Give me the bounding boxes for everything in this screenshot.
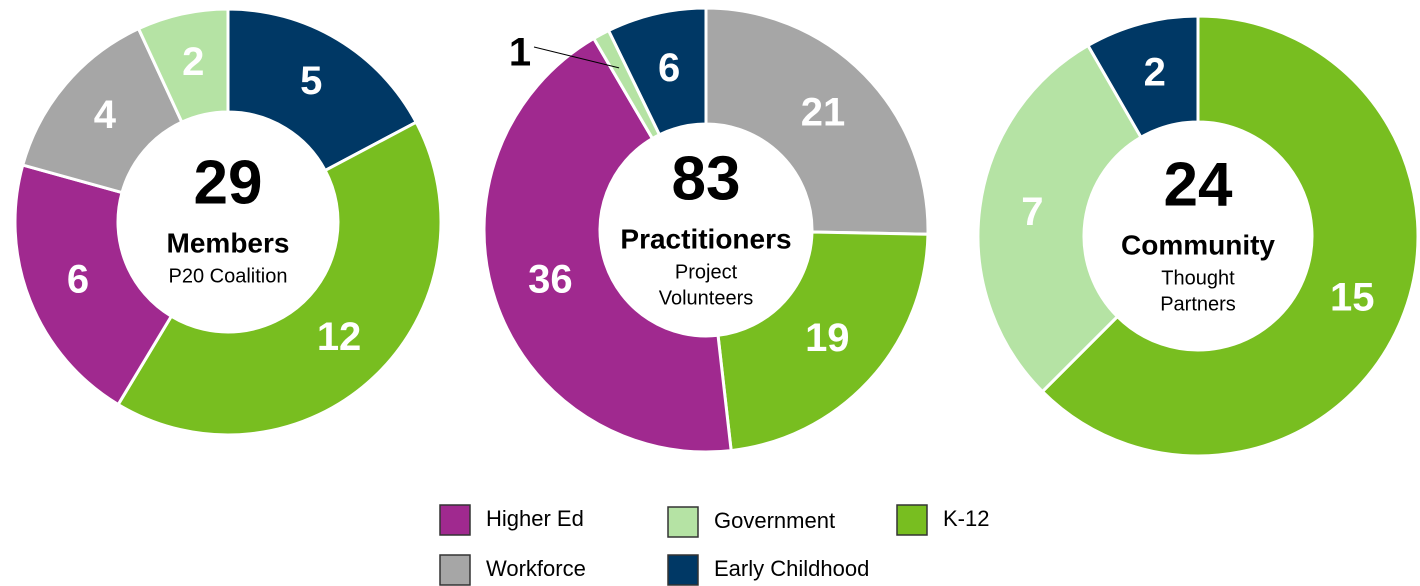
legend-swatch	[439, 504, 471, 536]
donut-slice	[716, 230, 930, 453]
center-subtitle: Project	[675, 261, 738, 283]
legend-label: Higher Ed	[486, 506, 584, 531]
center-subtitle: Thought	[1161, 267, 1235, 289]
donut-slice	[606, 6, 708, 137]
donut-slice	[20, 26, 184, 195]
donut-slice	[976, 43, 1144, 394]
legend-label: Workforce	[486, 556, 586, 581]
legend-label: Government	[714, 508, 835, 533]
leader-line	[533, 46, 620, 69]
legend-label: K-12	[943, 506, 989, 531]
donut-slice	[116, 120, 443, 437]
center-title: Community	[1121, 229, 1275, 260]
donut-slice	[226, 7, 419, 173]
slice-label: 5	[300, 59, 322, 103]
center-total: 83	[672, 144, 741, 213]
center-subtitle: P20 Coalition	[169, 265, 288, 287]
slice-label: 21	[801, 91, 846, 135]
slice-label: 7	[1021, 190, 1043, 234]
center-subtitle: Partners	[1160, 293, 1236, 315]
donut-slice	[13, 163, 174, 407]
donut-slice	[704, 6, 930, 236]
slice-label: 6	[67, 257, 89, 301]
slice-label: 2	[1144, 50, 1166, 94]
slice-label: 2	[182, 40, 204, 84]
donut-slice	[1085, 14, 1200, 140]
donut-slice	[482, 36, 733, 454]
center-title: Members	[167, 227, 290, 258]
slice-label: 4	[94, 93, 117, 137]
legend-label: Early Childhood	[714, 556, 869, 581]
center-subtitle: Volunteers	[659, 287, 754, 309]
legend-swatch	[667, 554, 699, 586]
legend-swatch	[896, 504, 928, 536]
donut-slice	[1040, 14, 1420, 458]
legend-swatch	[439, 554, 471, 586]
slice-label: 19	[805, 316, 850, 360]
legend-swatch	[667, 506, 699, 538]
slice-label: 36	[528, 257, 573, 301]
slice-label: 12	[317, 315, 362, 359]
slice-label: 1	[509, 31, 531, 75]
slice-label: 6	[658, 46, 680, 90]
center-total: 29	[194, 148, 263, 217]
donut-slice	[136, 7, 230, 125]
slice-label: 15	[1330, 275, 1375, 319]
center-total: 24	[1164, 150, 1233, 219]
center-title: Practitioners	[620, 223, 791, 254]
